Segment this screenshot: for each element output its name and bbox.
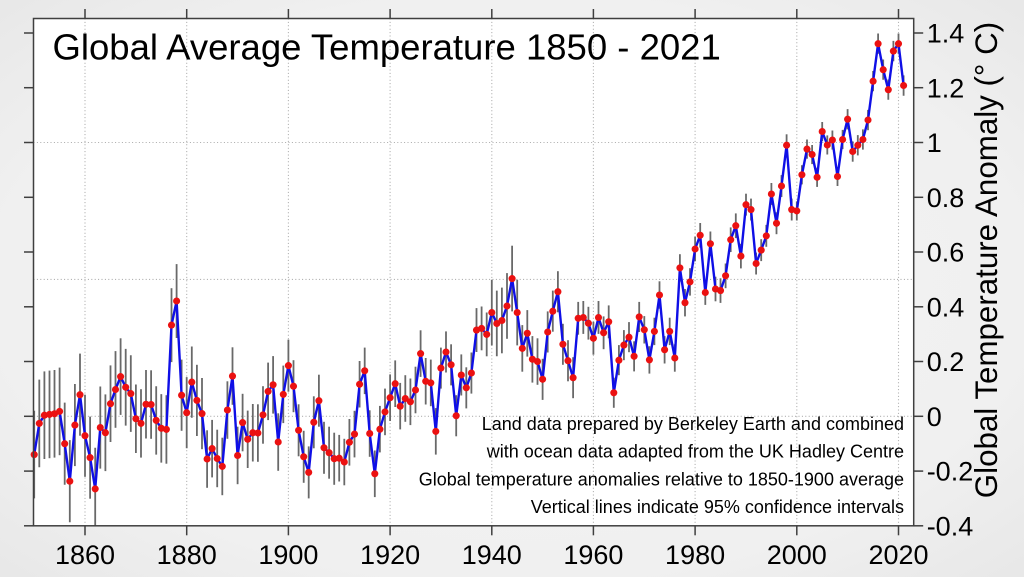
svg-text:with ocean data adapted from t: with ocean data adapted from the UK Hadl…	[486, 442, 904, 462]
svg-text:1980: 1980	[665, 540, 725, 570]
svg-text:2000: 2000	[767, 540, 827, 570]
svg-text:0.6: 0.6	[927, 238, 965, 268]
svg-text:-0.4: -0.4	[927, 511, 974, 541]
svg-text:-0.2: -0.2	[927, 457, 974, 487]
svg-text:1880: 1880	[157, 540, 217, 570]
svg-text:1960: 1960	[563, 540, 623, 570]
svg-text:2020: 2020	[868, 540, 928, 570]
svg-text:0.8: 0.8	[927, 183, 965, 213]
svg-text:Global Average Temperature 185: Global Average Temperature 1850 - 2021	[53, 27, 721, 68]
svg-text:Vertical lines indicate 95% co: Vertical lines indicate 95% confidence i…	[531, 497, 904, 517]
svg-text:1920: 1920	[360, 540, 420, 570]
svg-text:1900: 1900	[258, 540, 318, 570]
svg-text:0.2: 0.2	[927, 347, 965, 377]
svg-text:1.2: 1.2	[927, 73, 965, 103]
svg-text:Global Temperature Anomaly (°: Global Temperature Anomaly (° C)	[969, 22, 1004, 498]
svg-text:1860: 1860	[55, 540, 115, 570]
svg-text:1.4: 1.4	[927, 19, 965, 49]
svg-text:Global temperature anomalies r: Global temperature anomalies relative to…	[419, 470, 904, 490]
svg-text:0.4: 0.4	[927, 292, 965, 322]
svg-text:1: 1	[927, 128, 942, 158]
svg-text:Land data prepared by Berkeley: Land data prepared by Berkeley Earth and…	[482, 414, 904, 434]
svg-text:1940: 1940	[462, 540, 522, 570]
svg-text:0: 0	[927, 402, 942, 432]
